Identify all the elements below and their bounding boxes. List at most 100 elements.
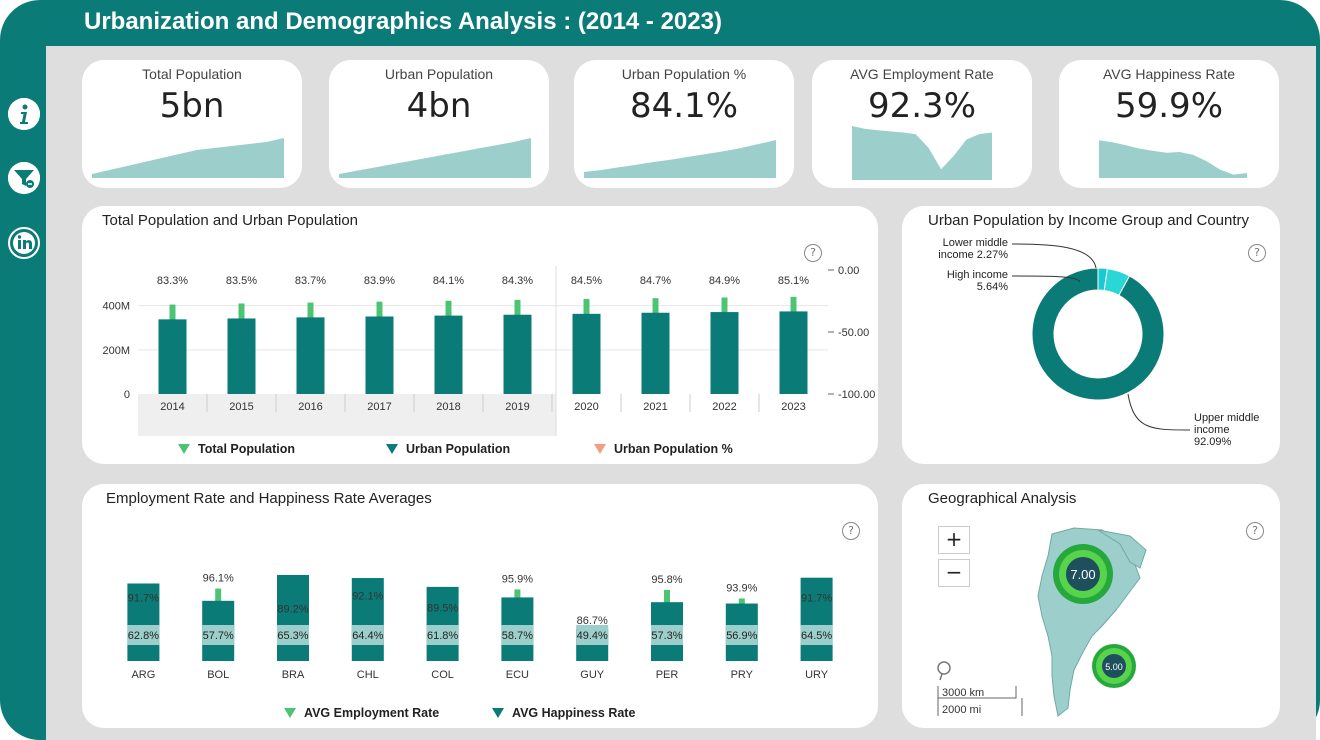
happiness-rate-label: 64.5% xyxy=(801,630,832,642)
urban-population-bar[interactable] xyxy=(503,314,532,394)
kpi-card-avg-happiness-rate[interactable]: AVG Happiness Rate 59.9% xyxy=(1059,60,1279,188)
happiness-rate-bar[interactable] xyxy=(127,583,160,661)
leader-line xyxy=(1127,393,1191,431)
map-bubble[interactable]: 5.00 xyxy=(1092,644,1136,688)
header: Urbanization and Demographics Analysis :… xyxy=(46,0,1320,46)
happiness-rate-bar[interactable] xyxy=(800,577,833,661)
kpi-value: 5bn xyxy=(159,86,225,126)
urban-population-bar[interactable] xyxy=(158,319,187,394)
urban-population-bar[interactable] xyxy=(227,318,256,394)
urban-pct-label: 83.9% xyxy=(364,275,395,287)
legend-label: Urban Population % xyxy=(614,442,733,456)
urban-population-bar[interactable] xyxy=(365,316,394,394)
urban-population-bar[interactable] xyxy=(641,312,670,394)
kpi-card-urban-population-pct[interactable]: Urban Population % 84.1% xyxy=(574,60,794,188)
sparkline-area xyxy=(92,138,284,178)
donut-label: income xyxy=(1194,424,1229,436)
x-tick-label: 2023 xyxy=(781,401,805,413)
x-tick-label: 2018 xyxy=(436,401,460,413)
bubble-label: 5.00 xyxy=(1105,662,1123,672)
employment-rate-label: 89.2% xyxy=(277,604,308,616)
legend-urban-population-pct[interactable]: Urban Population % xyxy=(594,442,733,456)
urban-pct-label: 84.9% xyxy=(709,275,740,287)
urban-population-bar[interactable] xyxy=(434,315,463,394)
legend-avg-employment-rate[interactable]: AVG Employment Rate xyxy=(284,706,439,720)
employment-rate-label: 91.7% xyxy=(128,592,159,604)
happiness-label-band xyxy=(202,625,235,645)
employment-happiness-bar-chart[interactable]: 62.8% 91.7% ARG 57.7% 96.1% BOL 65.3% 89.2% BRA 6… xyxy=(82,484,878,728)
info-icon[interactable] xyxy=(8,98,40,130)
kpi-value: 59.9% xyxy=(1114,86,1223,126)
help-icon[interactable]: ? xyxy=(804,244,822,262)
happiness-rate-bar[interactable] xyxy=(351,578,384,661)
y-tick-label: 0 xyxy=(124,389,130,401)
legend-label: Urban Population xyxy=(406,442,511,456)
employment-rate-label: 95.8% xyxy=(651,574,682,586)
kpi-card-total-population[interactable]: Total Population 5bn xyxy=(82,60,302,188)
map-bubble[interactable]: 7.00 xyxy=(1053,544,1113,604)
y2-tick-label: -100.00 xyxy=(838,389,875,401)
donut-slice[interactable] xyxy=(1031,267,1165,401)
donut-label: High income xyxy=(947,269,1008,281)
happiness-label-band xyxy=(576,625,609,645)
happiness-rate-bar[interactable] xyxy=(277,574,309,661)
x-tick-label: ECU xyxy=(506,669,529,681)
urban-pct-label: 84.5% xyxy=(571,275,602,287)
legend-swatch xyxy=(492,708,504,718)
legend-swatch xyxy=(178,444,190,454)
happiness-rate-label: 62.8% xyxy=(128,630,159,642)
happiness-label-band xyxy=(277,625,309,645)
scale-bar xyxy=(937,686,1023,716)
info-icon-glyph xyxy=(8,98,40,130)
x-tick-label: CHL xyxy=(357,669,379,681)
help-icon[interactable]: ? xyxy=(842,522,860,540)
employment-rate-label: 95.9% xyxy=(502,573,533,585)
population-bar-chart[interactable]: 400M 200M 0 0.00 -50.00 -100.00 83.3% 2014 83.5%… xyxy=(82,206,878,464)
legend-total-population[interactable]: Total Population xyxy=(178,442,295,456)
employment-rate-label: 92.1% xyxy=(352,591,383,603)
map-pin-icon[interactable] xyxy=(937,661,951,681)
happiness-rate-bar[interactable] xyxy=(426,586,459,661)
kpi-card-urban-population[interactable]: Urban Population 4bn xyxy=(329,60,549,188)
sparkline-area xyxy=(1099,140,1247,178)
legend-swatch xyxy=(284,708,296,718)
help-icon[interactable]: ? xyxy=(1248,244,1266,262)
urban-population-bar[interactable] xyxy=(710,312,739,394)
donut-label: Lower middle xyxy=(943,237,1008,249)
legend-swatch xyxy=(386,444,398,454)
urban-pct-label: 85.1% xyxy=(778,275,809,287)
kpi-card-avg-employment-rate[interactable]: AVG Employment Rate 92.3% xyxy=(812,60,1032,188)
happiness-label-band xyxy=(725,625,758,645)
zoom-in-button[interactable]: + xyxy=(938,526,970,554)
urban-population-bar[interactable] xyxy=(572,313,601,394)
x-tick-label: 2014 xyxy=(160,401,184,413)
urban-pct-label: 84.7% xyxy=(640,275,671,287)
linkedin-icon[interactable] xyxy=(8,227,40,259)
zoom-out-button[interactable]: − xyxy=(938,559,970,587)
donut-label: Upper middle xyxy=(1194,412,1259,424)
kpi-value: 92.3% xyxy=(867,86,976,126)
urban-population-bar[interactable] xyxy=(779,311,808,394)
south-america-map[interactable]: 7.00 5.00 3000 km 2000 mi xyxy=(902,484,1280,728)
urban-population-bar[interactable] xyxy=(296,317,325,394)
employment-rate-label: 91.7% xyxy=(801,592,832,604)
kpi-label: Urban Population xyxy=(384,66,494,82)
legend-avg-happiness-rate[interactable]: AVG Happiness Rate xyxy=(492,706,635,720)
linkedin-icon-glyph xyxy=(13,232,35,254)
legend-urban-population[interactable]: Urban Population xyxy=(386,442,510,456)
x-tick-label: 2022 xyxy=(712,401,736,413)
happiness-label-band xyxy=(127,625,160,645)
x-tick-label: BOL xyxy=(207,669,229,681)
kpi-sparkline xyxy=(852,126,992,180)
x-tick-label: 2015 xyxy=(229,401,253,413)
x-tick-label: COL xyxy=(431,669,454,681)
happiness-rate-label: 58.7% xyxy=(502,630,533,642)
help-icon[interactable]: ? xyxy=(1246,522,1264,540)
happiness-label-band xyxy=(351,625,384,645)
x-tick-label: 2021 xyxy=(643,401,667,413)
leader-line xyxy=(1011,275,1081,283)
happiness-label-band xyxy=(426,625,459,645)
donut-label: 5.64% xyxy=(977,281,1008,293)
filter-clear-icon[interactable] xyxy=(8,162,40,194)
